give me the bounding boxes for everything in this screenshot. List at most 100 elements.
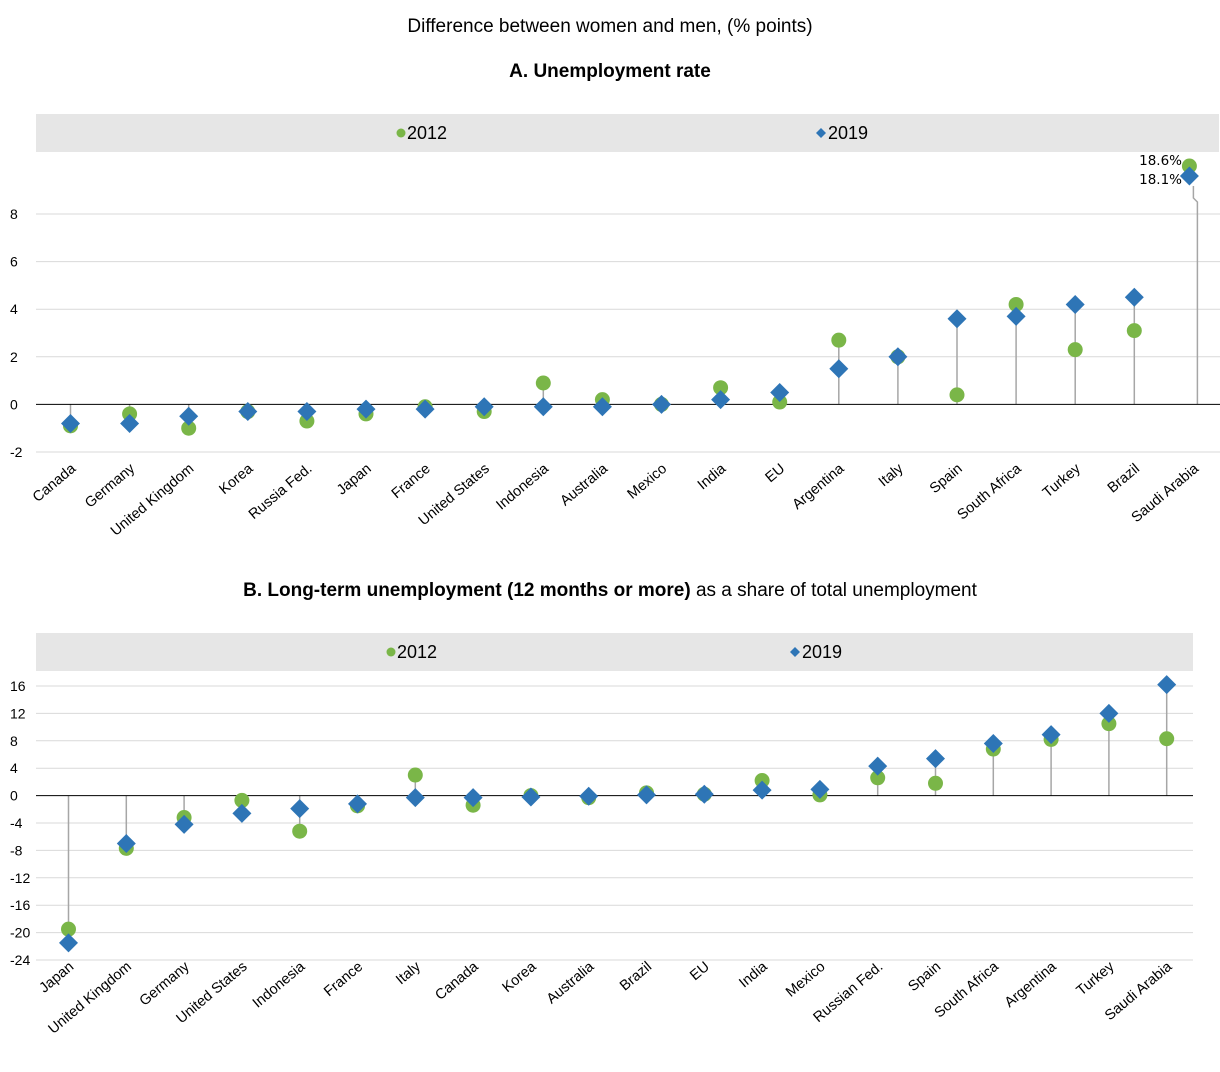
- panel-b-y-tick-label: 16: [10, 678, 26, 694]
- panel-a-x-label-russia-fed: Russia Fed.: [246, 461, 316, 523]
- panel-a-point-2019-spain: [947, 309, 967, 329]
- panel-a-legend-band: [36, 114, 1219, 152]
- panel-b-point-2019-russian-fed: [868, 756, 888, 776]
- panel-b-y-tick-label: 8: [10, 733, 18, 749]
- panel-a-legend-label-2012: 2012: [407, 123, 447, 143]
- panel-b-point-2012-turkey: [1101, 716, 1117, 732]
- panel-b-point-2019-south-africa: [983, 734, 1003, 754]
- panel-b-legend-marker-2012: [386, 647, 396, 657]
- panel-b-point-2019-india: [752, 780, 772, 800]
- panel-b-point-2019-korea: [521, 787, 541, 807]
- panel-a-annotation-2019: 18.1%: [1139, 172, 1182, 188]
- panel-b-point-2019-japan: [59, 933, 78, 953]
- panel-a-point-2019-united-kingdom: [179, 406, 199, 426]
- panel-a-y-tick-label: 8: [10, 206, 18, 222]
- panel-a-point-2019-argentina: [829, 359, 849, 379]
- panel-b-point-2012-saudi-arabia: [1159, 731, 1175, 747]
- panel-a-point-2019-indonesia: [533, 397, 553, 417]
- panel-b-point-2019-indonesia: [290, 799, 310, 819]
- panel-b-legend-label-2012: 2012: [397, 642, 437, 662]
- chart-subtitle: Difference between women and men, (% poi…: [407, 16, 813, 37]
- panel-a-point-2019-japan: [356, 399, 376, 419]
- panel-a-y-tick-label: 4: [10, 301, 18, 317]
- panel-a-x-label-japan: Japan: [334, 461, 375, 499]
- panel-a-title: A. Unemployment rate: [0, 61, 1220, 83]
- panel-a-point-2012-south-africa: [1008, 296, 1024, 312]
- panel-b-y-tick-label: -24: [10, 952, 30, 968]
- panel-a-x-label-spain: Spain: [927, 461, 966, 497]
- panel-b-y-tick-label: -8: [10, 842, 23, 858]
- panel-a-point-2012-spain: [949, 387, 965, 403]
- panel-b-x-label-indonesia: Indonesia: [250, 958, 309, 1011]
- panel-b-point-2019-italy: [405, 788, 425, 808]
- panel-b-point-2019-mexico: [810, 779, 830, 799]
- panel-a-x-label-germany: Germany: [82, 460, 139, 511]
- panel-a-x-label-india: India: [695, 460, 730, 493]
- panel-a-point-2012-indonesia: [535, 375, 551, 391]
- panel-a-x-label-france: France: [389, 461, 434, 502]
- panel-b-title-rest: as a share of total unemployment: [690, 580, 977, 601]
- panel-a-point-2019-canada: [61, 413, 80, 433]
- panel-b-point-2012-russian-fed: [870, 770, 886, 786]
- panel-b-y-tick-label: -16: [10, 897, 30, 913]
- panel-b-point-2012-spain: [928, 775, 943, 791]
- panel-b-y-tick-label: 12: [10, 705, 26, 721]
- panel-a-x-label-indonesia: Indonesia: [493, 460, 552, 513]
- panel-a-y-tick-label: -2: [10, 444, 23, 460]
- panel-a-point-2012-brazil: [1126, 323, 1142, 339]
- panel-a-point-2019-turkey: [1065, 294, 1085, 314]
- panel-b-x-label-france: France: [321, 959, 366, 1000]
- panel-b-x-label-eu: EU: [687, 959, 713, 984]
- panel-b-point-2012-italy: [407, 767, 423, 783]
- panel-a-stem: [1192, 186, 1199, 405]
- panel-a-point-2012-argentina: [831, 332, 847, 348]
- panel-b-point-2019-france: [348, 794, 367, 814]
- panel-a-point-2019-australia: [592, 397, 612, 417]
- panel-a-point-2019-mexico: [652, 394, 671, 414]
- panel-a-x-label-brazil: Brazil: [1105, 461, 1143, 497]
- panel-a-x-label-australia: Australia: [557, 460, 611, 509]
- panel-b-x-label-mexico: Mexico: [783, 959, 828, 1001]
- panel-b-title-bold: B. Long-term unemployment (12 months or …: [243, 580, 691, 601]
- panel-a-point-2019-germany: [120, 413, 140, 433]
- panel-b-point-2019-turkey: [1099, 703, 1119, 723]
- panel-b-point-2019-argentina: [1041, 725, 1061, 745]
- panel-b-y-tick-label: -20: [10, 925, 30, 941]
- panel-b-x-label-turkey: Turkey: [1074, 958, 1118, 999]
- panel-b-x-label-australia: Australia: [544, 958, 598, 1007]
- panel-a-legend-label-2019: 2019: [828, 123, 868, 143]
- panel-a-x-label-argentina: Argentina: [790, 460, 849, 513]
- panel-b-point-2012-japan: [61, 921, 76, 937]
- panel-b-point-2019-canada: [463, 788, 483, 808]
- panel-b-x-label-brazil: Brazil: [617, 959, 655, 995]
- panel-b-x-label-germany: Germany: [137, 958, 194, 1009]
- panel-b-point-2019-australia: [579, 786, 599, 806]
- panel-b-title: B. Long-term unemployment (12 months or …: [0, 580, 1220, 602]
- panel-b-point-2012-united-states: [234, 792, 250, 808]
- panel-a-x-label-eu: EU: [763, 461, 789, 486]
- panel-b-point-2019-eu: [694, 784, 714, 804]
- panel-a-point-2012-united-kingdom: [181, 420, 197, 436]
- panel-a-point-2012-turkey: [1067, 342, 1083, 358]
- panel-a-point-2019-saudi-arabia: [1179, 166, 1199, 186]
- panel-a-point-2019-russia-fed: [297, 402, 317, 422]
- panel-b-legend-marker-2019: [790, 647, 800, 657]
- panel-a-point-2012-india: [713, 380, 729, 396]
- panel-a-x-label-canada: Canada: [30, 460, 80, 506]
- panel-b-x-label-korea: Korea: [500, 958, 541, 996]
- panel-a-legend-marker-2012: [396, 128, 406, 138]
- panel-b-y-tick-label: 0: [10, 788, 18, 804]
- panel-b-point-2019-united-states: [232, 803, 252, 823]
- panel-a-point-2019-united-states: [474, 397, 494, 417]
- panel-b-point-2019-germany: [174, 814, 194, 834]
- panel-a-point-2012-germany: [122, 406, 138, 422]
- panel-a-point-2019-korea: [238, 402, 258, 422]
- panel-a-title-bold: A. Unemployment rate: [509, 61, 711, 82]
- panel-b-legend-label-2019: 2019: [802, 642, 842, 662]
- panel-a-y-tick-label: 0: [10, 396, 18, 412]
- panel-a-x-label-south-africa: South Africa: [954, 460, 1025, 523]
- panel-a-annotation-2012: 18.6%: [1139, 153, 1182, 169]
- panel-a-x-label-korea: Korea: [216, 460, 257, 498]
